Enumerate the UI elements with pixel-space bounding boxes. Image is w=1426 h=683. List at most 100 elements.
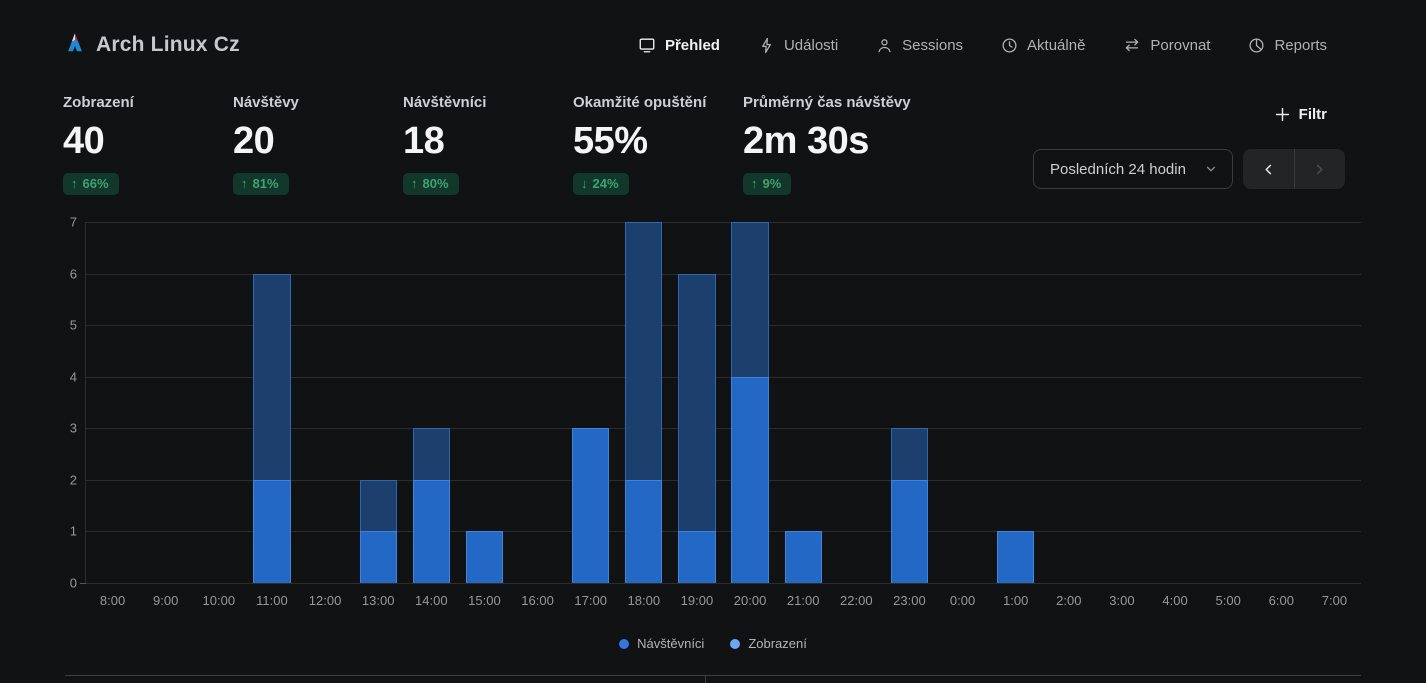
nav-item-udalosti[interactable]: Události [758,37,838,54]
chart-slot-900[interactable] [139,222,192,583]
chart-slot-300[interactable] [1095,222,1148,583]
y-tick-label: 2 [69,472,77,488]
chart-slot-1600[interactable] [511,222,564,583]
chart-bars [86,222,1361,583]
x-tick-label: 11:00 [256,593,288,608]
header: Arch Linux Cz Přehled Události Sessions Akt… [64,24,1327,66]
chart-slot-800[interactable] [86,222,139,583]
brand[interactable]: Arch Linux Cz [64,32,240,59]
chart-slot-1800[interactable] [617,222,670,583]
chart-slot-200[interactable] [1042,222,1095,583]
filter-button[interactable]: Filtr [1274,106,1327,123]
nav-item-sessions[interactable]: Sessions [876,37,963,54]
chart-slot-1500[interactable] [458,222,511,583]
arrow-up-icon: ↑ [241,176,248,191]
column-divider [705,675,706,683]
date-pager [1243,149,1345,189]
arrow-up-icon: ↑ [71,176,78,191]
visitors-bar[interactable] [625,479,663,583]
chart-slot-1300[interactable] [352,222,405,583]
x-tick-label: 8:00 [99,593,126,608]
nav-item-aktualne[interactable]: Aktuálně [1001,37,1085,54]
gridline [86,428,1361,430]
views-bar[interactable] [678,273,716,583]
gridline [86,222,1361,223]
visitors-bar[interactable] [731,376,769,583]
chart-slot-400[interactable] [1149,222,1202,583]
chart-slot-100[interactable] [989,222,1042,583]
chart-slot-1400[interactable] [405,222,458,583]
chart-slot-1700[interactable] [564,222,617,583]
chart-slot-2200[interactable] [830,222,883,583]
chart-slot-1000[interactable] [192,222,245,583]
x-tick-label: 15:00 [468,593,501,608]
x-tick-label: 16:00 [521,593,554,608]
visitors-bar[interactable] [412,479,450,583]
chart-slot-2000[interactable] [724,222,777,583]
visitors-bar[interactable] [359,531,397,583]
chart-slot-000[interactable] [936,222,989,583]
visitors-bar[interactable] [997,531,1035,583]
visitors-bar[interactable] [572,428,610,583]
visitors-bar[interactable] [465,531,504,583]
arrow-up-icon: ↑ [751,176,758,191]
visitors-bar[interactable] [784,531,822,583]
zero-tick [80,583,86,584]
legend-item[interactable]: Návštěvníci [619,636,704,651]
date-range-select[interactable]: Posledních 24 hodin [1033,149,1233,189]
metric-change-value: 9% [762,176,782,191]
nav-item-prehled[interactable]: Přehled [638,36,720,54]
gridline [86,325,1361,327]
gridline [86,531,1361,533]
gridline [86,583,1361,584]
chart-slot-500[interactable] [1202,222,1255,583]
gridline [86,479,1361,481]
prev-period-button[interactable] [1243,149,1294,189]
metric-change-badge: ↑ 9% [743,173,792,195]
visitors-bar[interactable] [678,531,716,583]
metric-change-badge: ↑ 81% [233,173,289,195]
next-period-button[interactable] [1295,149,1346,189]
chart-slot-600[interactable] [1255,222,1308,583]
arrow-down-icon: ↓ [581,176,588,191]
x-tick-label: 2:00 [1056,593,1082,608]
metric-card: Návštěvníci 18 ↑ 80% [403,94,573,195]
metric-change-badge: ↑ 66% [63,173,119,195]
x-tick-label: 17:00 [574,593,607,608]
visitors-bar[interactable] [253,479,291,583]
metric-label: Návštěvníci [403,94,487,111]
y-tick-label: 6 [69,266,77,282]
x-tick-label: 23:00 [893,593,926,608]
metrics-row: Zobrazení 40 ↑ 66% Návštěvy 20 ↑ 81% Návštěvníci… [63,94,919,195]
x-tick-label: 13:00 [361,593,395,608]
compare-arrows-icon [1123,36,1141,54]
chart-slot-1200[interactable] [299,222,352,583]
gridline [86,376,1361,378]
chart-slot-2100[interactable] [777,222,830,583]
main-nav: Přehled Události Sessions Aktuálně Porovnat R… [638,36,1327,54]
chart-slot-1900[interactable] [670,222,723,583]
x-tick-label: 10:00 [202,593,236,608]
visitors-bar[interactable] [890,479,929,583]
metric-card: Návštěvy 20 ↑ 81% [233,94,403,195]
legend-label: Zobrazení [748,636,807,651]
y-tick-label: 0 [69,575,77,591]
legend-item[interactable]: Zobrazení [730,636,807,651]
x-tick-label: 7:00 [1321,593,1348,608]
x-tick-label: 9:00 [153,593,179,608]
nav-item-porovnat[interactable]: Porovnat [1123,36,1210,54]
metric-value: 18 [403,120,445,162]
legend-dot-icon [619,638,630,649]
metric-card: Průměrný čas návštěvy 2m 30s ↑ 9% [743,94,919,195]
user-icon [876,37,893,54]
chart-slot-2300[interactable] [883,222,936,583]
x-tick-label: 1:00 [1003,593,1029,608]
y-tick-label: 4 [69,369,77,385]
gridline [86,273,1361,275]
y-tick-label: 3 [69,420,77,436]
chart-slot-700[interactable] [1308,222,1361,583]
nav-item-reports[interactable]: Reports [1248,37,1327,54]
chart-slot-1100[interactable] [245,222,298,583]
x-tick-label: 4:00 [1162,593,1188,608]
pager-divider [1293,149,1295,189]
